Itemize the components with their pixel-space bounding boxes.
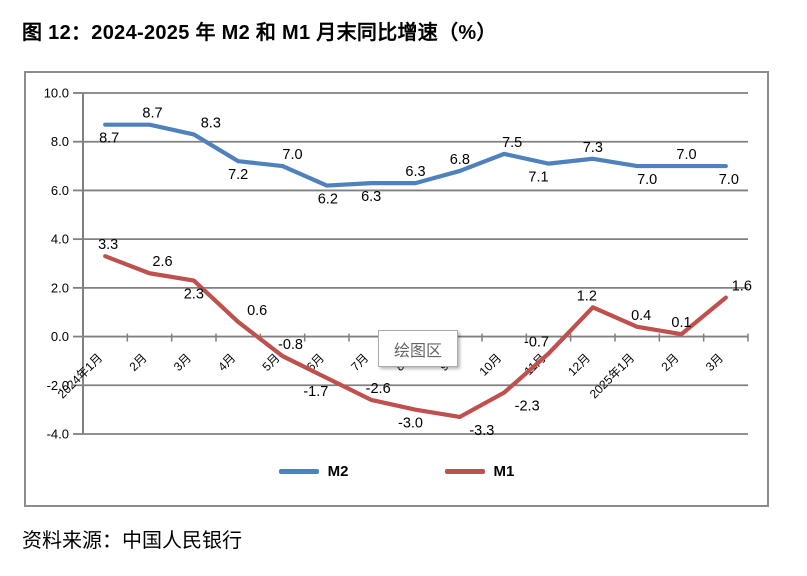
data-label: 8.7	[142, 106, 162, 122]
legend-label-m2: M2	[327, 463, 349, 480]
x-axis-label: 4月	[215, 351, 238, 374]
data-label: 6.8	[450, 152, 470, 168]
x-axis-label: 2024年1月	[55, 351, 105, 401]
y-axis-label: 2.0	[51, 280, 69, 295]
data-label: 7.0	[676, 147, 696, 163]
y-axis-label: -2.0	[47, 378, 69, 393]
chart-frame[interactable]: 10.0 8.0 6.0 4.0 2.0 0.0 -2.0 -4.0 2024年1月 2月 3月 4月…	[24, 71, 769, 507]
data-label: 6.3	[405, 164, 425, 180]
data-label: 0.6	[247, 303, 267, 319]
data-label: 7.2	[228, 167, 248, 183]
data-label: 7.1	[528, 170, 548, 186]
data-label: 6.2	[318, 192, 338, 208]
legend-swatch-m2	[278, 469, 319, 474]
data-label: -3.3	[469, 423, 494, 439]
x-axis-label: 10月	[476, 351, 504, 379]
x-axis-label: 3月	[703, 351, 726, 374]
series-line-m2	[103, 122, 728, 188]
x-axis-label: 12月	[565, 351, 593, 379]
data-label: 3.3	[98, 237, 118, 253]
data-label: 2.3	[184, 287, 204, 303]
data-label: 2.6	[152, 254, 172, 270]
data-label: 7.0	[719, 172, 739, 188]
y-axis-label: 6.0	[51, 183, 69, 198]
data-label: -0.8	[278, 337, 303, 353]
data-label: 8.7	[99, 131, 119, 147]
legend: M2 M1	[26, 463, 767, 480]
data-label: 0.1	[671, 315, 691, 331]
data-label: 1.2	[577, 288, 597, 304]
data-label: -2.3	[515, 399, 540, 415]
data-label: 0.4	[631, 308, 651, 324]
x-axis-label: 2025年1月	[587, 351, 637, 401]
series-line-m1	[103, 254, 728, 420]
y-axis-label: 4.0	[51, 232, 69, 247]
data-label: 6.3	[361, 189, 381, 205]
y-axis-label: -4.0	[47, 427, 69, 442]
data-label: 8.3	[201, 115, 221, 131]
data-label: -2.6	[366, 381, 391, 397]
data-label: -3.0	[398, 416, 423, 432]
y-axis-label: 0.0	[51, 329, 69, 344]
data-label: 7.5	[502, 135, 522, 151]
data-label: 7.3	[583, 140, 603, 156]
data-label: -0.7	[524, 335, 549, 351]
y-axis-label: 8.0	[51, 134, 69, 149]
x-axis-label: 3月	[171, 351, 194, 374]
chart-canvas: 10.0 8.0 6.0 4.0 2.0 0.0 -2.0 -4.0 2024年1月 2月 3月 4月…	[44, 86, 752, 442]
data-label: -1.7	[303, 384, 328, 400]
legend-label-m1: M1	[493, 463, 515, 480]
legend-swatch-m1	[444, 469, 485, 474]
plot-area-tooltip: 绘图区	[378, 330, 458, 367]
legend-item-m2[interactable]: M2	[278, 463, 349, 480]
x-axis-label: 2月	[127, 351, 150, 374]
y-axis-label: 10.0	[44, 86, 69, 101]
data-label: 1.6	[732, 279, 752, 295]
legend-item-m1[interactable]: M1	[444, 463, 515, 480]
data-label: 7.0	[282, 147, 302, 163]
source-note: 资料来源：中国人民银行	[22, 530, 242, 552]
x-axis-label: 2月	[659, 351, 682, 374]
figure-title: 图 12：2024-2025 年 M2 和 M1 月末同比增速（%）	[22, 22, 497, 44]
data-label: 7.0	[637, 172, 657, 188]
x-axis-label: 7月	[348, 351, 371, 374]
